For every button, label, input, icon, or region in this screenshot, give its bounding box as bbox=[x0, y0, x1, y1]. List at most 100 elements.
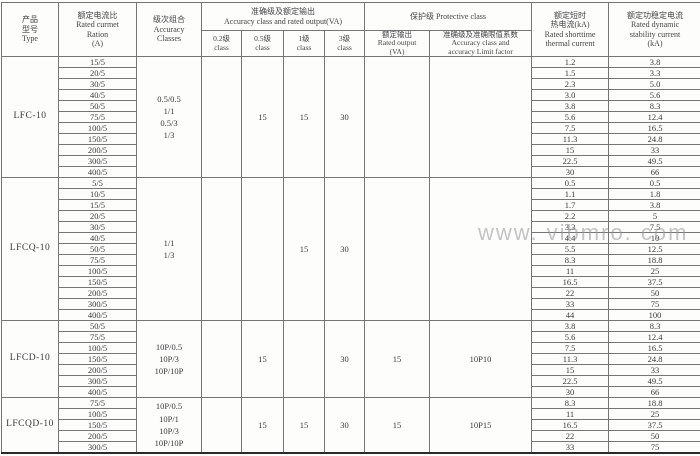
thermal-current-cell: 11.3 bbox=[531, 133, 610, 146]
current-ratio-cell: 5/5 bbox=[58, 177, 137, 190]
protective-rated-output-cell: 15 bbox=[364, 320, 431, 399]
dynamic-current-cell: 16.5 bbox=[608, 122, 700, 135]
table-row: 100/5 7.5 16.5 bbox=[2, 342, 700, 355]
current-ratio-cell: 15/5 bbox=[58, 199, 137, 212]
col-header-output-group: 准确级及额定输出 Accuracy class and rated output… bbox=[200, 2, 366, 31]
current-ratio-cell: 300/5 bbox=[58, 155, 137, 168]
dynamic-current-cell: 49.5 bbox=[608, 155, 700, 168]
current-ratio-cell: 200/5 bbox=[58, 364, 137, 377]
col-header-class-02: 0.2级 class bbox=[201, 29, 242, 58]
table-row: LFCQ-10 5/5 1/1 1/3 15 30 0.5 0.5 bbox=[1, 177, 700, 322]
product-type-cell: LFCD-10 bbox=[1, 320, 59, 399]
header-row-sub: 0.2级 class 0.5级 class 1级 class 3级 class … bbox=[2, 29, 700, 58]
thermal-current-cell: 2.3 bbox=[531, 78, 610, 91]
thermal-current-cell: 11 bbox=[531, 265, 610, 278]
current-ratio-cell: 100/5 bbox=[58, 342, 137, 355]
current-ratio-cell: 15/5 bbox=[58, 56, 137, 69]
accuracy-limit-factor-cell bbox=[429, 56, 533, 179]
accuracy-classes-cell: 10P/0.5 10P/3 10P/10P bbox=[136, 320, 202, 399]
current-ratio-cell: 150/5 bbox=[58, 276, 137, 289]
current-ratio-cell: 10/5 bbox=[58, 188, 137, 201]
table-row: LFCD-10 50/5 10P/0.5 10P/3 10P/10P 15 30 15 10… bbox=[1, 320, 700, 399]
accuracy-limit-factor-cell: 10P10 bbox=[429, 320, 533, 399]
accuracy-limit-factor-cell: 10P15 bbox=[429, 397, 533, 454]
table-row: 75/5 5.6 12.4 bbox=[2, 111, 700, 124]
protective-rated-output-cell bbox=[364, 56, 431, 179]
thermal-current-cell: 3.0 bbox=[531, 89, 610, 102]
output-3-cell: 30 bbox=[323, 320, 366, 399]
dynamic-current-cell: 100 bbox=[608, 309, 700, 322]
current-ratio-cell: 75/5 bbox=[58, 331, 137, 344]
dynamic-current-cell: 25 bbox=[608, 408, 700, 421]
thermal-current-cell: 1.1 bbox=[531, 188, 610, 201]
dynamic-current-cell: 16.5 bbox=[608, 342, 700, 355]
table-row: 400/5 44 100 bbox=[2, 309, 700, 322]
table-row: 300/5 22.5 49.5 bbox=[2, 375, 700, 388]
thermal-current-cell: 30 bbox=[531, 386, 610, 399]
thermal-current-cell: 22 bbox=[531, 287, 610, 300]
current-ratio-cell: 100/5 bbox=[58, 122, 137, 135]
current-ratio-cell: 400/5 bbox=[58, 386, 137, 399]
table-row: 10/5 1.1 1.8 bbox=[2, 188, 700, 201]
thermal-current-cell: 3.8 bbox=[531, 100, 610, 113]
thermal-current-cell: 1.2 bbox=[531, 56, 610, 69]
dynamic-current-cell: 50 bbox=[608, 287, 700, 300]
thermal-current-cell: 44 bbox=[531, 309, 610, 322]
current-ratio-cell: 300/5 bbox=[58, 298, 137, 311]
output-02-cell bbox=[201, 56, 242, 179]
current-ratio-cell: 150/5 bbox=[58, 133, 137, 146]
output-3-cell: 30 bbox=[323, 177, 366, 322]
table-row: 200/5 15 33 bbox=[2, 144, 700, 157]
output-1-cell: 15 bbox=[283, 397, 325, 454]
table-row: 100/5 11 25 bbox=[2, 408, 700, 421]
dynamic-current-cell: 10 bbox=[608, 232, 700, 245]
current-ratio-cell: 75/5 bbox=[58, 254, 137, 267]
col-header-type: 产品 型号 Type bbox=[1, 1, 59, 58]
current-ratio-cell: 50/5 bbox=[58, 320, 137, 333]
dynamic-current-cell: 3.3 bbox=[608, 67, 700, 80]
current-ratio-cell: 100/5 bbox=[58, 408, 137, 421]
dynamic-current-cell: 0.5 bbox=[608, 177, 700, 190]
thermal-current-cell: 11.3 bbox=[531, 353, 610, 366]
thermal-current-cell: 8.3 bbox=[531, 397, 610, 410]
dynamic-current-cell: 5.6 bbox=[608, 89, 700, 102]
current-ratio-cell: 50/5 bbox=[58, 243, 137, 256]
current-ratio-cell: 30/5 bbox=[58, 78, 137, 91]
table-row: 300/5 33 75 bbox=[2, 441, 700, 454]
current-ratio-cell: 300/5 bbox=[58, 441, 137, 454]
table-header: 产品 型号 Type 额定电流比 Rated curmet Ration (A)… bbox=[1, 1, 700, 58]
thermal-current-cell: 16.5 bbox=[531, 419, 610, 432]
dynamic-current-cell: 66 bbox=[608, 386, 700, 399]
current-ratio-cell: 20/5 bbox=[58, 210, 137, 223]
table-row: 200/5 15 33 bbox=[2, 364, 700, 377]
current-ratio-cell: 400/5 bbox=[58, 166, 137, 179]
table-row: LFC-10 15/5 0.5/0.5 1/1 0.5/3 1/3 15 15 30 1.2… bbox=[1, 56, 700, 179]
thermal-current-cell: 5.6 bbox=[531, 111, 610, 124]
product-type-cell: LFC-10 bbox=[1, 56, 59, 179]
current-ratio-cell: 150/5 bbox=[58, 419, 137, 432]
thermal-current-cell: 11 bbox=[531, 408, 610, 421]
col-header-class-1: 1级 class bbox=[283, 29, 325, 58]
current-ratio-cell: 300/5 bbox=[58, 375, 137, 388]
thermal-current-cell: 22.5 bbox=[531, 375, 610, 388]
current-ratio-cell: 20/5 bbox=[58, 67, 137, 80]
thermal-current-cell: 7.5 bbox=[531, 122, 610, 135]
output-05-cell: 15 bbox=[241, 56, 284, 179]
thermal-current-cell: 22 bbox=[531, 430, 610, 443]
col-header-limit-factor: 准确级及准确限值系数 Accuracy class and accuracy L… bbox=[429, 29, 533, 58]
col-header-thermal-current: 额定短时 热电流(kA) Rated shorttime thermal cur… bbox=[531, 1, 610, 58]
thermal-current-cell: 1.7 bbox=[531, 199, 610, 212]
dynamic-current-cell: 37.5 bbox=[608, 276, 700, 289]
table-row: 300/5 33 75 bbox=[2, 298, 700, 311]
thermal-current-cell: 3.3 bbox=[531, 221, 610, 234]
col-header-ratio: 额定电流比 Rated curmet Ration (A) bbox=[58, 1, 137, 58]
thermal-current-cell: 30 bbox=[531, 166, 610, 179]
thermal-current-cell: 0.5 bbox=[531, 177, 610, 190]
output-02-cell bbox=[201, 320, 242, 399]
current-ratio-cell: 400/5 bbox=[58, 309, 137, 322]
dynamic-current-cell: 3.8 bbox=[608, 199, 700, 212]
table-row: 150/5 11.3 24.8 bbox=[2, 133, 700, 146]
dynamic-current-cell: 37.5 bbox=[608, 419, 700, 432]
dynamic-current-cell: 8.3 bbox=[608, 100, 700, 113]
